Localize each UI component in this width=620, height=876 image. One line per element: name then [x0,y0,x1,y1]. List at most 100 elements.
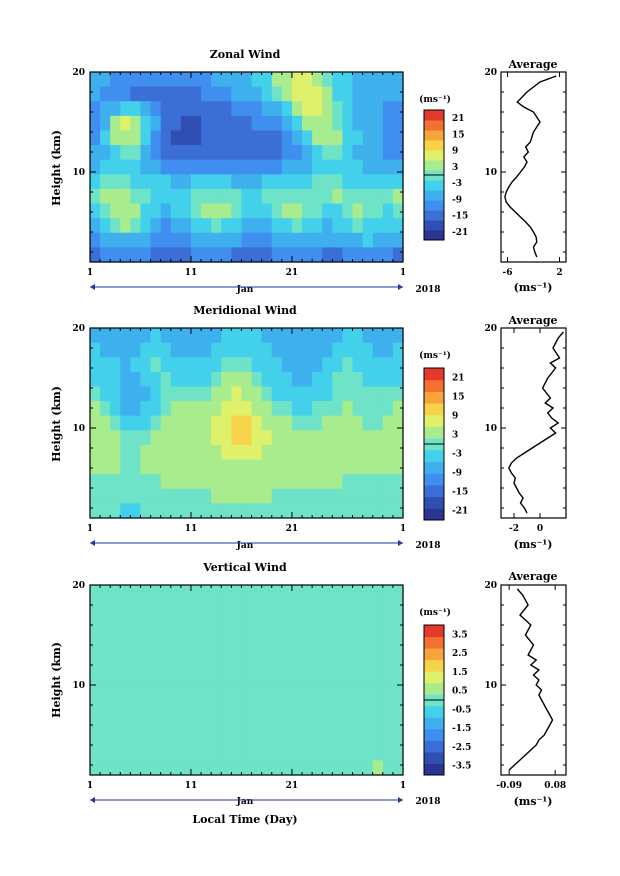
heatmap-cell [201,672,212,688]
heatmap-cell [362,459,374,475]
heatmap-cell [312,174,323,190]
heatmap-cell [281,145,293,161]
heatmap-cell [221,145,232,161]
heatmap-cell [231,503,243,519]
heatmap-cell [100,614,111,630]
heatmap-cell [231,745,243,761]
heatmap-cell [241,643,253,659]
heatmap-cell [170,701,182,718]
heatmap-cell [221,444,232,461]
heatmap-cell [392,687,404,703]
heatmap-cell [201,731,212,747]
heatmap-cell [382,701,394,718]
heatmap-cell [322,247,333,263]
heatmap-cell [241,430,253,446]
heatmap-cell [362,232,374,248]
heatmap-cell [211,672,222,688]
colorbar-segment [424,763,444,776]
heatmap-cell [211,342,222,358]
heatmap-cell [281,86,293,102]
heatmap-cell [362,401,374,417]
heatmap-cell [352,745,364,761]
heatmap-cell [261,130,273,146]
x-tick-label: 1 [400,268,406,278]
heatmap-cell [362,218,374,234]
heatmap-cell [322,503,333,519]
heatmap-cell [281,459,293,475]
heatmap-cell [261,174,273,190]
heatmap-cell [190,687,202,703]
heatmap-cell [261,760,273,776]
heatmap-cell [372,232,384,248]
heatmap-cell [231,203,243,219]
colorbar-segment [424,414,444,427]
x-axis-label: Jan [236,285,254,295]
heatmap-cell [90,444,101,461]
heatmap-cell [281,386,293,402]
heatmap-cell [140,503,152,519]
heatmap-cell [342,401,354,417]
heatmap-cell [180,745,192,761]
heatmap-cell [372,488,384,504]
heatmap-cell [392,628,404,645]
colorbar-tick-label: 15 [452,130,465,140]
heatmap-cell [392,401,404,417]
heatmap-cell [382,599,394,615]
heatmap-cell [190,701,202,718]
heatmap-cell [352,357,364,373]
heatmap-cell [190,203,202,219]
heatmap-cell [160,415,172,431]
heatmap-cell [211,731,222,747]
heatmap-cell [100,101,111,117]
heatmap-cell [392,415,404,431]
heatmap-cell [150,430,162,446]
heatmap-cell [241,716,253,732]
heatmap-cell [362,145,374,161]
heatmap-cell [221,101,232,117]
heatmap-cell [180,701,192,718]
heatmap-cell [221,232,232,248]
heatmap-cell [291,658,303,674]
heatmap-cell [392,731,404,747]
heatmap-cell [322,415,333,431]
heatmap-cell [342,130,354,146]
colorbar-segment [424,403,444,416]
heatmap-cell [120,357,131,373]
heatmap-cell [352,474,364,490]
colorbar-unit: (ms⁻¹) [419,94,451,105]
colorbar-segment [424,636,444,649]
heatmap-cell [281,401,293,417]
heatmap-cell [362,174,374,190]
heatmap-cell [221,357,232,373]
heatmap-cell [170,585,182,601]
heatmap-cell [322,342,333,358]
heatmap-cell [352,672,364,688]
heatmap-cell [120,672,131,688]
heatmap-cell [312,386,323,402]
month-bar-arrow [398,797,403,803]
heatmap-cell [322,687,333,703]
heatmap-cell [211,503,222,519]
heatmap-cell [180,371,192,388]
colorbar-segment [424,682,444,695]
heatmap-cell [180,203,192,219]
colorbar-tick-label: 0.5 [452,687,468,697]
heatmap-cell [392,115,404,132]
heatmap-cell [271,342,283,358]
profile-x-label: (ms⁻¹) [514,281,553,294]
heatmap-cell [281,585,293,601]
heatmap-cell [231,342,243,358]
heatmap-cell [302,643,313,659]
heatmap-cell [312,401,323,417]
heatmap-cell [90,203,101,219]
heatmap-cell [231,72,243,88]
heatmap-cell [382,130,394,146]
heatmap-cell [302,72,313,88]
heatmap-cell [392,701,404,718]
heatmap-cell [90,115,101,132]
heatmap-cell [261,701,273,718]
heatmap-cell [190,731,202,747]
heatmap-cell [110,174,121,190]
heatmap-cell [281,687,293,703]
heatmap-frame [89,327,404,519]
